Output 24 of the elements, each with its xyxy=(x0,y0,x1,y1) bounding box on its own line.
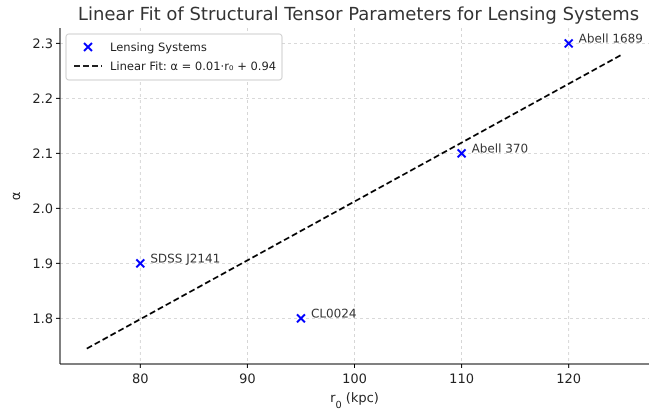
annotation: SDSS J2141 xyxy=(150,251,220,266)
chart-title: Linear Fit of Structural Tensor Parameters for Lensing Systems xyxy=(78,4,640,25)
y-tick-label: 2.2 xyxy=(32,92,53,107)
y-tick-label: 1.8 xyxy=(32,312,53,327)
annotation: Abell 370 xyxy=(472,141,528,156)
x-tick-label: 120 xyxy=(556,372,582,387)
y-axis-title: α xyxy=(9,192,24,200)
annotation: CL0024 xyxy=(310,306,357,320)
x-tick-label: 100 xyxy=(342,372,367,387)
y-tick-label: 2.1 xyxy=(32,146,53,162)
y-tick-label: 1.9 xyxy=(32,256,53,272)
y-tick-label: 2.3 xyxy=(32,36,53,52)
x-tick-label: 80 xyxy=(132,372,149,387)
x-tick-label: 90 xyxy=(239,372,256,387)
point xyxy=(296,313,306,324)
point xyxy=(456,148,467,158)
legend-label: Linear Fit: α = 0.01·r₀ + 0.94 xyxy=(110,59,276,74)
point xyxy=(564,38,574,48)
point xyxy=(135,258,146,268)
x-tick-label: 110 xyxy=(449,372,474,387)
annotation: Abell 1689 xyxy=(578,31,643,46)
legend-label: Lensing Systems xyxy=(110,40,207,54)
y-tick-label: 2.0 xyxy=(32,202,53,217)
x-axis-title: r$_{0}$ (kpc) xyxy=(330,391,379,410)
